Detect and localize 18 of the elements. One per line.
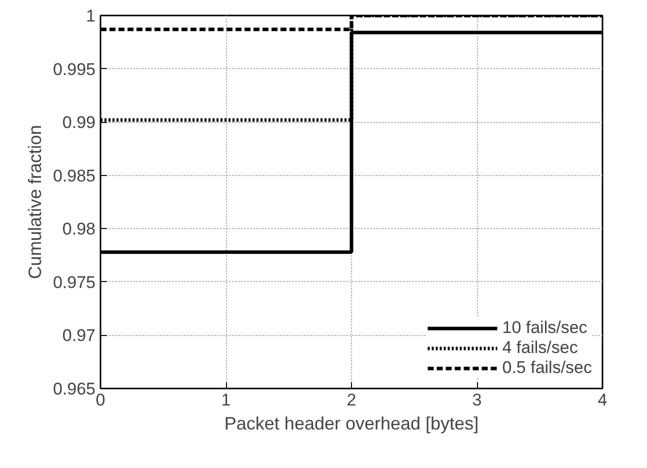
x-tick-label: 3	[472, 390, 482, 410]
y-tick-label: 0.97	[62, 326, 96, 346]
y-axis-title: Cumulative fraction	[24, 124, 45, 280]
x-tick-label: 1	[221, 390, 231, 410]
x-axis-title: Packet header overhead [bytes]	[224, 414, 479, 434]
legend-label: 0.5 fails/sec	[502, 358, 592, 378]
y-tick-label: 0.975	[52, 272, 96, 292]
x-tick-label: 0	[96, 390, 106, 410]
y-tick-label: 0.99	[62, 113, 96, 132]
legend-label: 4 fails/sec	[502, 338, 578, 358]
y-tick-label: 1	[86, 6, 96, 26]
y-tick-label: 0.965	[52, 380, 96, 398]
x-tick-label: 4	[598, 390, 608, 410]
y-tick-label: 0.995	[52, 60, 96, 79]
y-tick-label: 0.985	[52, 166, 96, 186]
y-tick-label: 0.98	[62, 220, 96, 239]
x-tick-label: 2	[346, 390, 356, 410]
legend-label: 10 fails/sec	[502, 318, 588, 338]
